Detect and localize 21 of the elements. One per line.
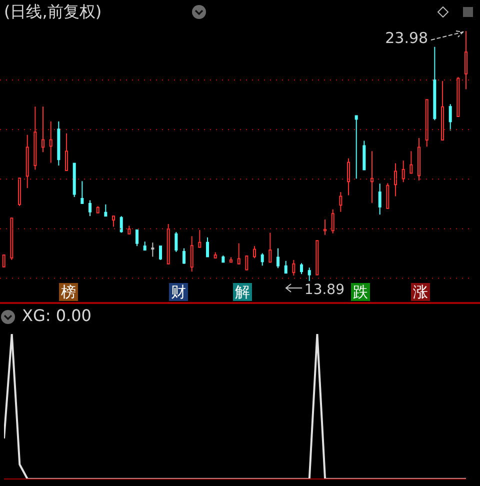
candlestick [151, 242, 154, 258]
text: 跌 [351, 283, 370, 301]
candlestick [26, 134, 29, 189]
candlestick [370, 150, 374, 204]
chart-title: (日线,前复权) [4, 2, 102, 23]
candlestick [49, 120, 52, 164]
candlestick [42, 106, 45, 153]
candlestick [378, 183, 382, 216]
candlestick [57, 120, 60, 166]
text: 财 [169, 283, 188, 301]
candlestick [324, 219, 327, 236]
candlestick [34, 106, 37, 170]
text: 榜 [59, 283, 78, 301]
candlestick [339, 192, 342, 212]
text: 解 [233, 283, 252, 301]
annotation: 23.98 [385, 29, 428, 47]
candlestick [464, 31, 468, 90]
text: 涨 [411, 283, 430, 301]
text: 13.89 [304, 282, 344, 298]
chart-title: XG: 0.00 [22, 306, 92, 325]
candlestick [418, 138, 421, 181]
